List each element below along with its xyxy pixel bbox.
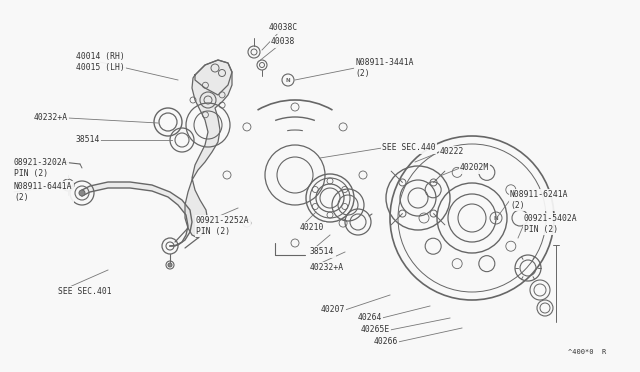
Text: ^400*0  R: ^400*0 R xyxy=(568,349,606,355)
Text: SEE SEC.440: SEE SEC.440 xyxy=(382,144,436,153)
Text: 08921-3202A
PIN (2): 08921-3202A PIN (2) xyxy=(14,158,68,178)
Text: N: N xyxy=(66,183,70,187)
Text: 40207: 40207 xyxy=(321,305,345,314)
Text: N: N xyxy=(493,215,499,221)
Text: 40038: 40038 xyxy=(271,38,295,46)
Circle shape xyxy=(168,263,172,267)
Polygon shape xyxy=(185,60,232,238)
Text: 40232+A: 40232+A xyxy=(34,113,68,122)
Circle shape xyxy=(79,190,85,196)
Text: 40266: 40266 xyxy=(374,337,398,346)
Text: N08911-6441A
(2): N08911-6441A (2) xyxy=(14,182,72,202)
Text: N: N xyxy=(285,77,291,83)
Text: 40264: 40264 xyxy=(358,314,382,323)
Text: 00921-2252A
PIN (2): 00921-2252A PIN (2) xyxy=(196,216,250,236)
Polygon shape xyxy=(82,182,192,246)
Text: 38514: 38514 xyxy=(310,247,334,257)
Text: 38514: 38514 xyxy=(76,135,100,144)
Text: 40210: 40210 xyxy=(300,224,324,232)
Text: 40202M: 40202M xyxy=(460,164,489,173)
Text: N08911-3441A
(2): N08911-3441A (2) xyxy=(355,58,413,78)
Text: 40265E: 40265E xyxy=(361,326,390,334)
Text: 40038C: 40038C xyxy=(268,23,298,32)
Text: 40222: 40222 xyxy=(440,148,465,157)
Text: 40232+A: 40232+A xyxy=(310,263,344,273)
Text: SEE SEC.401: SEE SEC.401 xyxy=(58,288,111,296)
Text: 40014 (RH)
40015 (LH): 40014 (RH) 40015 (LH) xyxy=(76,52,124,72)
Text: N08911-6241A
(2): N08911-6241A (2) xyxy=(510,190,568,210)
Text: 00921-5402A
PIN (2): 00921-5402A PIN (2) xyxy=(524,214,578,234)
